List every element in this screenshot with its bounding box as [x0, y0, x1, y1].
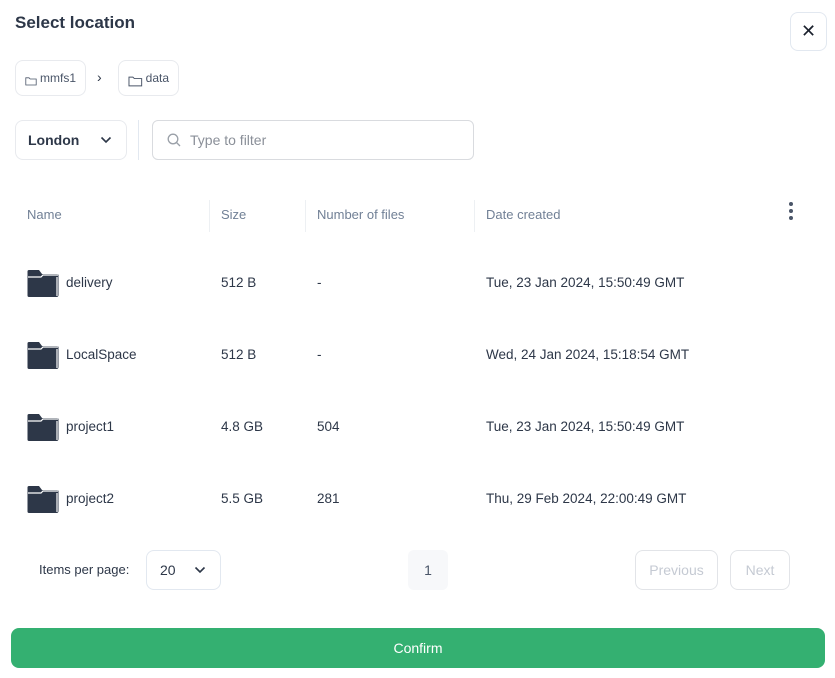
- folder-icon: [27, 270, 59, 297]
- column-divider: [209, 200, 210, 232]
- filter-input[interactable]: [190, 132, 450, 148]
- folder-icon: [27, 342, 59, 369]
- page-1-button[interactable]: 1: [408, 550, 448, 590]
- close-button[interactable]: ✕: [790, 12, 827, 51]
- row-date: Wed, 24 Jan 2024, 15:18:54 GMT: [486, 347, 690, 362]
- column-divider: [474, 200, 475, 232]
- folder-icon: [27, 414, 59, 441]
- row-size: 4.8 GB: [221, 419, 264, 434]
- divider: [138, 120, 139, 160]
- column-divider: [305, 200, 306, 232]
- row-date: Thu, 29 Feb 2024, 22:00:49 GMT: [486, 491, 687, 506]
- row-date: Tue, 23 Jan 2024, 15:50:49 GMT: [486, 275, 685, 290]
- chevron-right-icon: ›: [97, 69, 102, 85]
- table-row[interactable]: project2 5.5 GB 281 Thu, 29 Feb 2024, 22…: [0, 479, 835, 519]
- more-options-icon[interactable]: [786, 202, 796, 224]
- row-files: -: [317, 275, 322, 290]
- close-icon: ✕: [800, 21, 817, 41]
- folder-icon: [27, 486, 59, 513]
- row-name: delivery: [66, 275, 113, 290]
- chevron-down-icon: [100, 136, 112, 144]
- column-header-name[interactable]: Name: [27, 207, 62, 222]
- breadcrumb-item-data[interactable]: data: [118, 60, 179, 96]
- breadcrumb-item-mmfs1[interactable]: mmfs1: [15, 60, 86, 96]
- search-icon: [167, 133, 181, 147]
- row-size: 512 B: [221, 275, 257, 290]
- row-name: project1: [66, 419, 115, 434]
- row-files: 504: [317, 419, 340, 434]
- row-files: -: [317, 347, 322, 362]
- dialog-title: Select location: [15, 13, 135, 32]
- breadcrumb-label: mmfs1: [40, 71, 76, 85]
- row-files: 281: [317, 491, 340, 506]
- folder-icon: [128, 76, 143, 87]
- location-select[interactable]: London: [15, 120, 127, 160]
- next-button[interactable]: Next: [730, 550, 790, 590]
- filter-field[interactable]: [152, 120, 474, 160]
- column-header-files[interactable]: Number of files: [317, 207, 405, 222]
- items-per-page-value: 20: [160, 562, 176, 578]
- row-name: LocalSpace: [66, 347, 137, 362]
- previous-button[interactable]: Previous: [635, 550, 718, 590]
- table-row[interactable]: project1 4.8 GB 504 Tue, 23 Jan 2024, 15…: [0, 407, 835, 447]
- column-header-date[interactable]: Date created: [486, 207, 561, 222]
- items-per-page-select[interactable]: 20: [146, 550, 221, 590]
- row-size: 512 B: [221, 347, 257, 362]
- column-header-size[interactable]: Size: [221, 207, 247, 222]
- location-value: London: [28, 132, 80, 148]
- row-name: project2: [66, 491, 115, 506]
- row-size: 5.5 GB: [221, 491, 264, 506]
- table-row[interactable]: LocalSpace 512 B - Wed, 24 Jan 2024, 15:…: [0, 335, 835, 375]
- table-row[interactable]: delivery 512 B - Tue, 23 Jan 2024, 15:50…: [0, 263, 835, 303]
- confirm-button[interactable]: Confirm: [11, 628, 825, 668]
- chevron-down-icon: [194, 566, 206, 574]
- folder-icon: [25, 77, 37, 86]
- items-per-page-label: Items per page:: [39, 562, 130, 577]
- breadcrumb-label: data: [145, 71, 169, 85]
- row-date: Tue, 23 Jan 2024, 15:50:49 GMT: [486, 419, 685, 434]
